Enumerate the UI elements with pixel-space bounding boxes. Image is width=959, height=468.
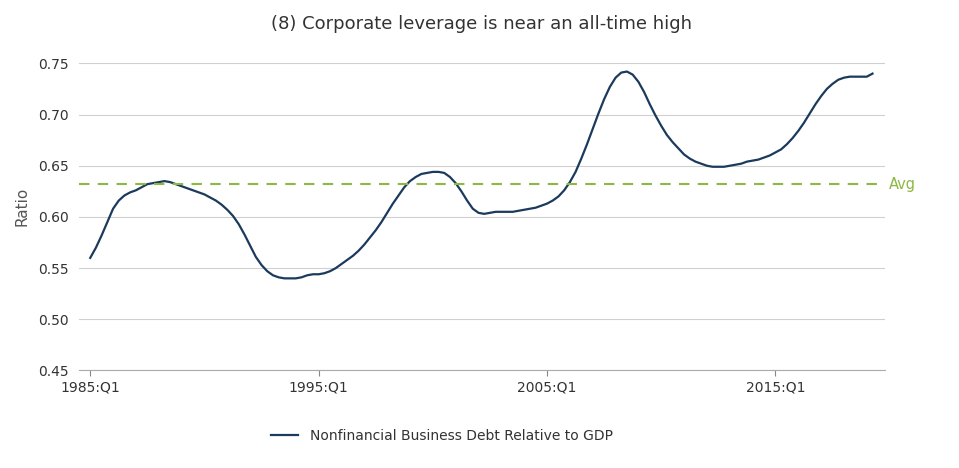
Y-axis label: Ratio: Ratio — [15, 187, 30, 227]
Nonfinancial Business Debt Relative to GDP — [759, 155, 770, 161]
Nonfinancial Business Debt Relative to GDP — [279, 276, 291, 281]
Nonfinancial Business Debt Relative to GDP — [84, 255, 96, 261]
Nonfinancial Business Debt Relative to GDP — [376, 219, 387, 225]
Nonfinancial Business Debt Relative to GDP — [861, 74, 873, 80]
Nonfinancial Business Debt Relative to GDP — [867, 71, 878, 76]
Nonfinancial Business Debt Relative to GDP — [399, 184, 410, 190]
Title: (8) Corporate leverage is near an all-time high: (8) Corporate leverage is near an all-ti… — [271, 15, 692, 33]
Nonfinancial Business Debt Relative to GDP — [656, 123, 667, 129]
Line: Nonfinancial Business Debt Relative to GDP: Nonfinancial Business Debt Relative to G… — [90, 72, 873, 278]
Legend: Nonfinancial Business Debt Relative to GDP: Nonfinancial Business Debt Relative to G… — [265, 423, 619, 448]
Nonfinancial Business Debt Relative to GDP — [621, 69, 633, 74]
Nonfinancial Business Debt Relative to GDP — [535, 203, 547, 208]
Text: Avg: Avg — [888, 176, 916, 192]
